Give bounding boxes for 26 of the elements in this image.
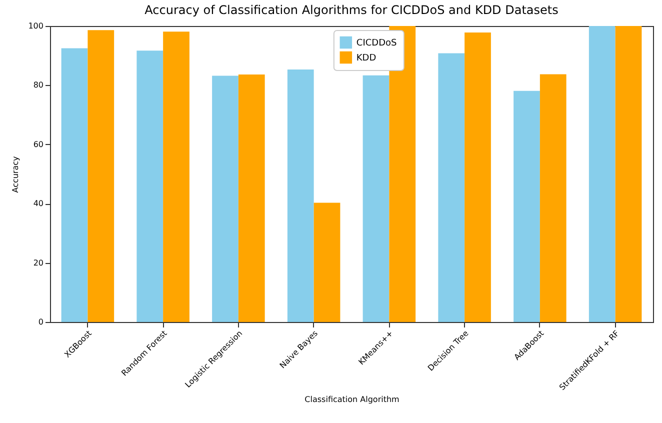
bar: [314, 202, 340, 322]
bar: [540, 74, 566, 322]
y-tick-label: 40: [33, 199, 44, 208]
y-tick-label: 0: [38, 318, 44, 326]
y-tick-label: 20: [33, 258, 44, 268]
bar: [464, 32, 491, 322]
bar: [61, 48, 88, 322]
bar: [615, 26, 642, 322]
bar: [287, 70, 314, 322]
x-axis-title: Classification Algorithm: [304, 395, 400, 404]
bar: [88, 30, 114, 322]
bar: [136, 50, 164, 322]
y-tick-label: 60: [33, 140, 44, 149]
bar: [212, 76, 238, 322]
y-tick-label: 80: [33, 80, 44, 90]
bar: [514, 90, 540, 322]
legend-label: CICDDoS: [356, 38, 397, 48]
y-tick-label: 100: [28, 22, 44, 30]
bar: [163, 32, 190, 322]
bar: [588, 26, 616, 322]
bar: [438, 53, 465, 322]
y-axis-title: Accuracy: [11, 156, 20, 193]
chart-title: Accuracy of Classification Algorithms for CICDDoS and KDD Datasets: [144, 3, 558, 17]
bar: [238, 74, 265, 322]
bar: [362, 75, 390, 322]
legend-label: KDD: [356, 54, 376, 64]
